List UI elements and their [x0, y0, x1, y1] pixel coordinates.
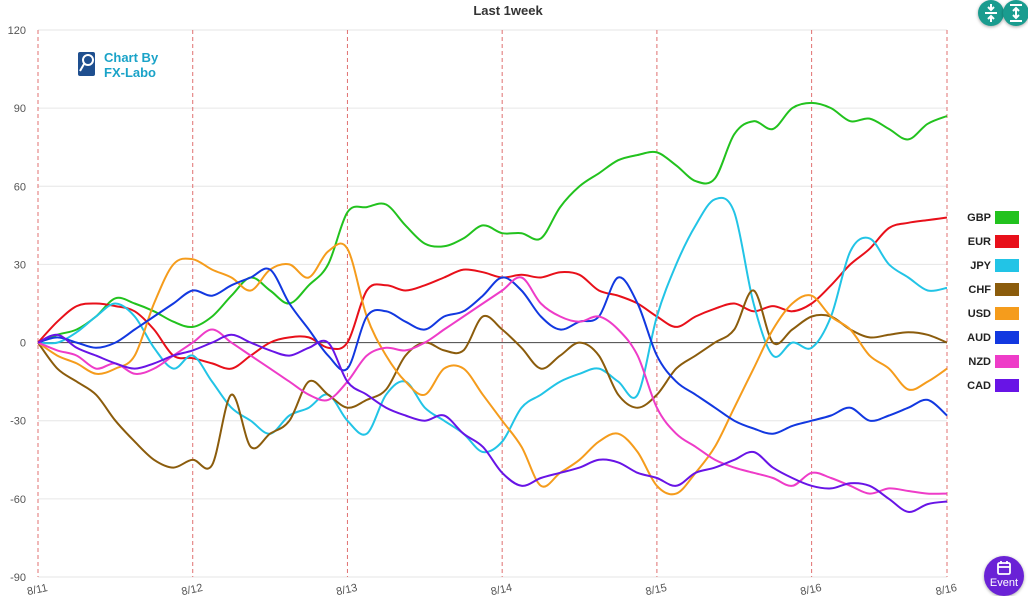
- y-tick-label: 30: [14, 259, 26, 271]
- series-line-usd: [37, 242, 948, 496]
- logo-line2: FX-Labo: [104, 65, 156, 80]
- compress-vertical-icon: [985, 4, 997, 22]
- chart-title: Last 1week: [473, 3, 543, 18]
- y-tick-label: 0: [20, 338, 26, 350]
- legend-label-aud: AUD: [967, 332, 991, 344]
- legend-label-jpy: JPY: [970, 260, 991, 272]
- series-line-chf: [37, 289, 948, 470]
- x-tick-label: 8/14: [490, 582, 513, 596]
- magnifier-lens-icon: [82, 54, 94, 66]
- magnifier-handle-icon: [79, 63, 85, 72]
- legend-label-eur: EUR: [968, 236, 991, 248]
- logo: Chart By FX-Labo: [78, 50, 159, 80]
- x-tick-label: 8/15: [645, 582, 668, 596]
- legend: GBP EUR JPY CHF USD AUD NZD CAD: [967, 211, 1019, 392]
- series-line-jpy: [37, 196, 948, 454]
- legend-swatch-nzd: [995, 355, 1019, 368]
- legend-label-nzd: NZD: [968, 356, 991, 368]
- y-tick-label: -30: [10, 416, 26, 428]
- x-tick-label: 8/11: [26, 582, 49, 596]
- legend-swatch-jpy: [995, 259, 1019, 272]
- legend-label-usd: USD: [968, 308, 991, 320]
- series-line-eur: [37, 216, 948, 370]
- calendar-icon: [997, 561, 1011, 575]
- legend-label-cad: CAD: [967, 380, 991, 392]
- legend-label-chf: CHF: [968, 284, 991, 296]
- x-tick-label: 8/13: [335, 582, 358, 596]
- expand-vertical-button[interactable]: [1003, 0, 1028, 26]
- legend-swatch-aud: [995, 331, 1019, 344]
- series-line-nzd: [37, 276, 948, 495]
- series-lines: [37, 101, 948, 513]
- y-axis-ticks: 120 90 60 30 0 -30 -60 -90: [8, 25, 26, 584]
- y-tick-label: 60: [14, 181, 26, 193]
- event-label: Event: [989, 577, 1019, 589]
- grid: [38, 29, 947, 578]
- legend-swatch-cad: [995, 379, 1019, 392]
- y-tick-label: -60: [10, 494, 26, 506]
- x-tick-label: 8/12: [180, 582, 203, 596]
- legend-swatch-usd: [995, 307, 1019, 320]
- series-line-cad: [37, 333, 948, 513]
- y-tick-label: 120: [8, 25, 26, 37]
- x-tick-label: 8/16: [799, 582, 822, 596]
- logo-line1: Chart By: [104, 50, 159, 65]
- y-tick-label: 90: [14, 103, 26, 115]
- y-tick-label: -90: [10, 572, 26, 584]
- day-markers: 8/11 8/12 8/13 8/14 8/15 8/16 8/16: [26, 30, 958, 596]
- expand-vertical-icon: [1010, 4, 1022, 22]
- legend-swatch-gbp: [995, 211, 1019, 224]
- legend-swatch-eur: [995, 235, 1019, 248]
- legend-label-gbp: GBP: [967, 212, 991, 224]
- compress-vertical-button[interactable]: [978, 0, 1004, 26]
- event-button[interactable]: Event: [984, 556, 1024, 596]
- series-line-gbp: [37, 101, 948, 344]
- series-line-aud: [37, 267, 948, 435]
- legend-swatch-chf: [995, 283, 1019, 296]
- x-tick-label: 8/16: [935, 582, 958, 596]
